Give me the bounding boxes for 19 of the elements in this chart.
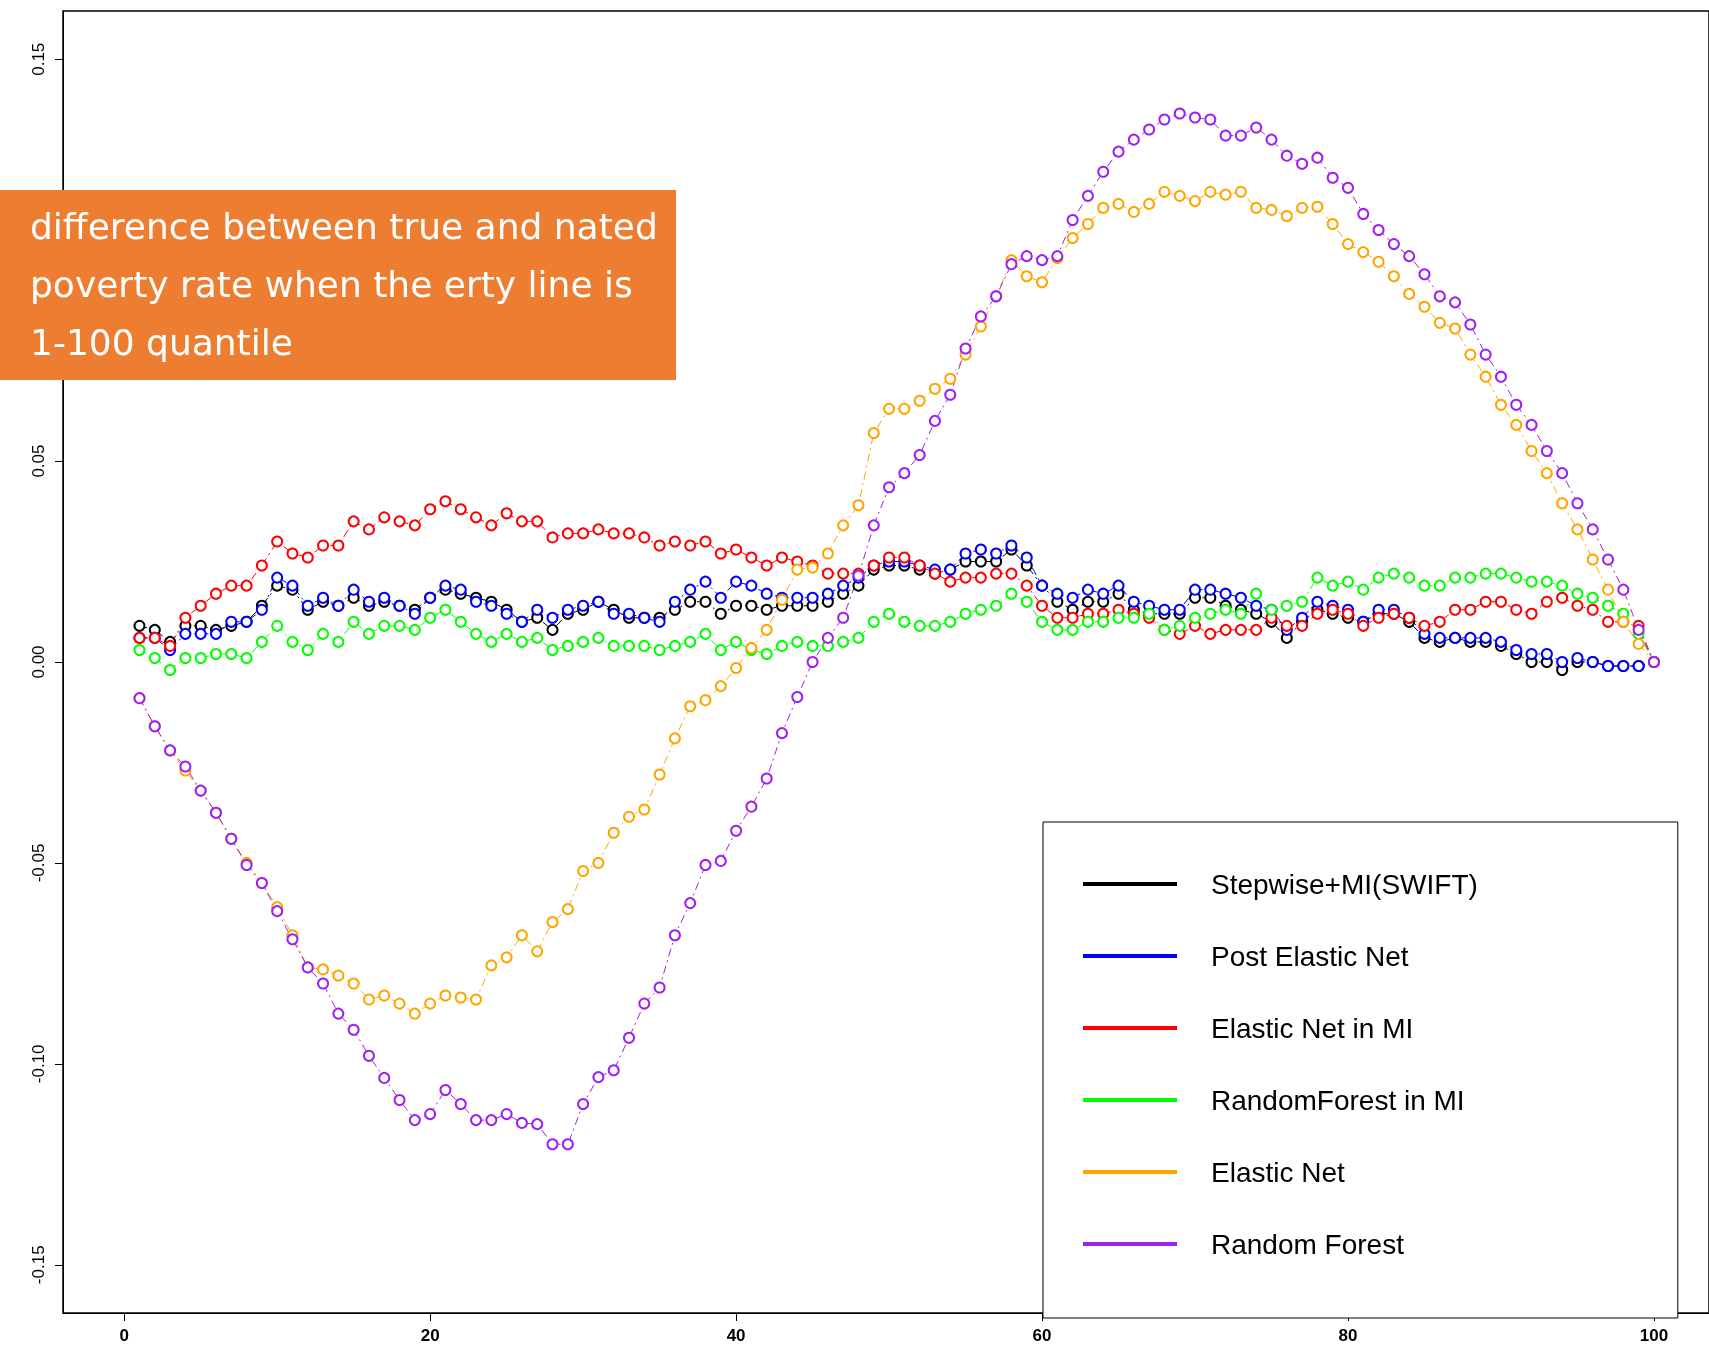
y-tick-label: -0.10 (29, 1044, 48, 1084)
legend-label: Elastic Net (1211, 1156, 1346, 1188)
y-tick-label: 0.00 (29, 645, 48, 679)
x-tick-label: 0 (119, 1326, 129, 1345)
legend-label: Stepwise+MI(SWIFT) (1211, 868, 1478, 900)
annotation: difference between true and nated poverty rate when the erty line is 1-100 quantile (0, 190, 676, 380)
x-tick-label: 100 (1639, 1326, 1669, 1345)
y-tick-label: 0.05 (29, 444, 48, 478)
legend-label: Post Elastic Net (1211, 940, 1409, 972)
x-tick-label: 20 (420, 1326, 440, 1345)
y-tick-label: -0.15 (29, 1245, 48, 1285)
legend-label: Random Forest (1211, 1228, 1405, 1260)
legend-label: Elastic Net in MI (1211, 1012, 1414, 1044)
x-tick-label: 80 (1338, 1326, 1358, 1345)
legend-label: RandomForest in MI (1211, 1084, 1465, 1116)
y-tick-label: 0.15 (29, 42, 48, 76)
x-tick-label: 40 (726, 1326, 746, 1345)
x-tick-label: 60 (1032, 1326, 1052, 1345)
y-tick-label: -0.05 (29, 843, 48, 883)
